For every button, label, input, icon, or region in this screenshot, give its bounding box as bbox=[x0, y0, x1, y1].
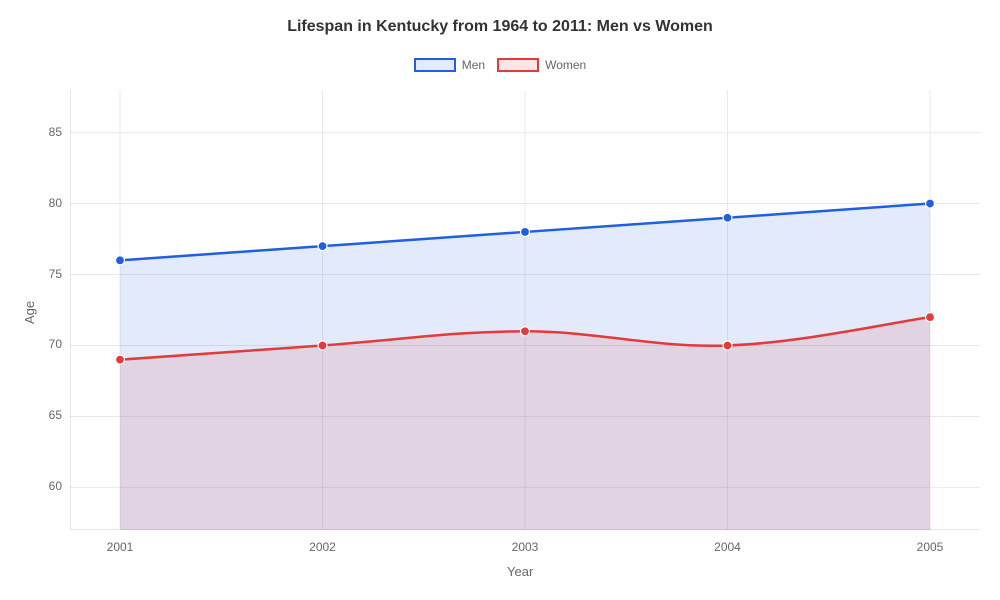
legend-label-men: Men bbox=[462, 58, 485, 72]
legend-swatch-men bbox=[414, 58, 456, 72]
legend-item-men[interactable]: Men bbox=[414, 58, 485, 72]
x-tick-label: 2005 bbox=[900, 540, 960, 554]
y-tick-label: 85 bbox=[22, 125, 62, 139]
x-tick-label: 2001 bbox=[90, 540, 150, 554]
x-tick-label: 2004 bbox=[698, 540, 758, 554]
y-axis-title: Age bbox=[22, 301, 37, 324]
y-tick-label: 65 bbox=[22, 408, 62, 422]
x-tick-label: 2002 bbox=[293, 540, 353, 554]
chart-container: Lifespan in Kentucky from 1964 to 2011: … bbox=[0, 0, 1000, 600]
y-tick-label: 75 bbox=[22, 267, 62, 281]
chart-title: Lifespan in Kentucky from 1964 to 2011: … bbox=[0, 18, 1000, 36]
plot-svg bbox=[70, 90, 980, 530]
y-tick-label: 60 bbox=[22, 479, 62, 493]
y-tick-label: 80 bbox=[22, 196, 62, 210]
x-tick-label: 2003 bbox=[495, 540, 555, 554]
legend-label-women: Women bbox=[545, 58, 586, 72]
y-tick-label: 70 bbox=[22, 337, 62, 351]
legend-swatch-women bbox=[497, 58, 539, 72]
legend: Men Women bbox=[0, 58, 1000, 72]
plot-area bbox=[70, 90, 980, 530]
x-axis-title: Year bbox=[507, 564, 533, 579]
legend-item-women[interactable]: Women bbox=[497, 58, 586, 72]
